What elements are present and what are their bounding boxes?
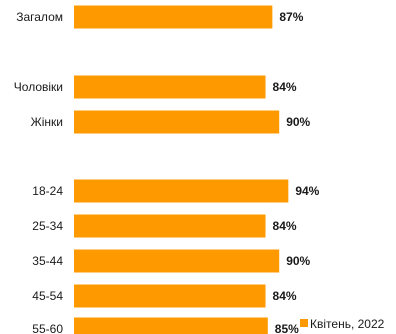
value-label: 90%: [286, 254, 310, 268]
legend: Квітень, 2022: [300, 317, 385, 331]
category-label: 25-34: [32, 219, 63, 233]
category-label: 55-60: [32, 322, 63, 334]
category-label: Жінки: [31, 115, 63, 129]
value-label: 85%: [275, 322, 299, 334]
bar: [74, 75, 266, 99]
value-label: 84%: [273, 289, 297, 303]
category-label: 18-24: [32, 184, 63, 198]
legend-swatch: [300, 319, 308, 327]
value-label: 84%: [273, 219, 297, 233]
value-label: 94%: [295, 184, 319, 198]
legend-label: Квітень, 2022: [310, 317, 385, 331]
category-labels: Загалом Чоловіки Жінки 18-24 25-34 35-44 45-54…: [14, 10, 64, 334]
bars: [74, 5, 289, 334]
bar: [74, 249, 280, 273]
category-label: Загалом: [16, 10, 63, 24]
value-label: 87%: [279, 10, 303, 24]
bar: [74, 284, 266, 308]
category-label: Чоловіки: [14, 80, 63, 94]
bar: [74, 179, 289, 203]
bar: [74, 317, 268, 334]
value-label: 84%: [273, 80, 297, 94]
value-label: 90%: [286, 115, 310, 129]
value-labels: 87% 84% 90% 94% 84% 90% 84% 85%: [273, 10, 320, 334]
bar: [74, 214, 266, 238]
bar: [74, 110, 280, 134]
bar: [74, 5, 273, 29]
category-label: 35-44: [32, 254, 63, 268]
category-label: 45-54: [32, 289, 63, 303]
